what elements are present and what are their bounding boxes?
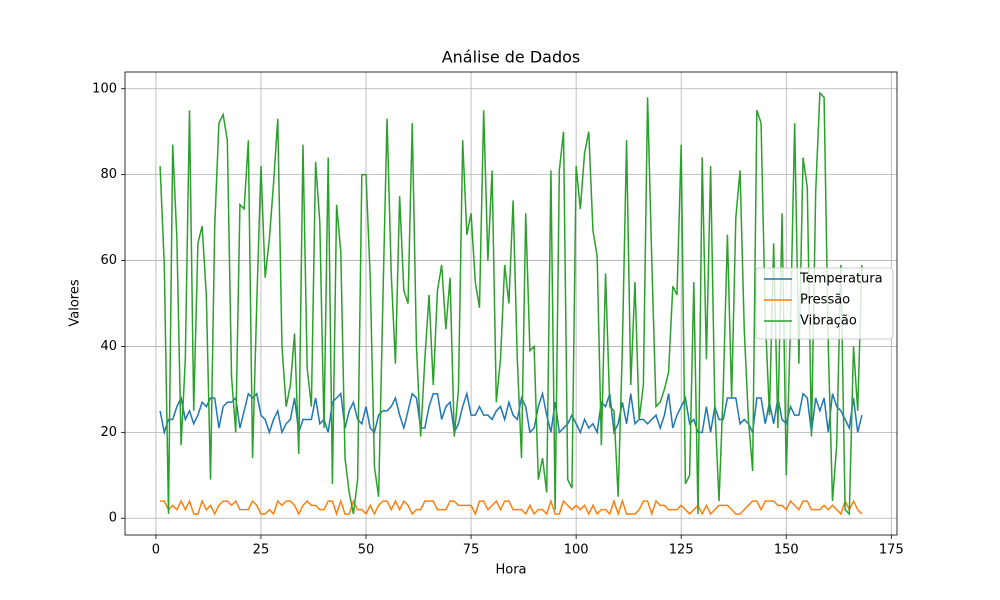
y-tick-label: 20 <box>100 425 117 440</box>
y-tick-label: 60 <box>100 253 117 268</box>
series-line <box>160 498 863 517</box>
x-tick-label: 25 <box>253 543 270 558</box>
x-tick-label: 75 <box>463 543 480 558</box>
x-tick-label: 0 <box>152 543 160 558</box>
legend: Temperatura Pressão Vibração <box>755 267 894 340</box>
legend-label: Pressão <box>800 293 850 308</box>
y-tick-label: 80 <box>100 167 117 182</box>
y-tick-label: 0 <box>109 511 117 526</box>
x-tick-label: 50 <box>358 543 375 558</box>
x-tick-label: 100 <box>564 543 589 558</box>
y-axis-label: Valores <box>68 279 83 326</box>
plot-frame <box>124 71 898 536</box>
legend-label: Vibração <box>800 314 857 329</box>
x-tick-label: 125 <box>669 543 694 558</box>
y-tick-label: 100 <box>92 81 117 96</box>
axes: 0 25 50 75 100 125 150 175 0 20 40 60 80 100 <box>92 81 904 557</box>
legend-label: Temperatura <box>799 272 883 287</box>
y-tick-label: 40 <box>100 339 117 354</box>
chart-title: Análise de Dados <box>442 48 581 67</box>
plot-lines <box>159 91 863 517</box>
grid <box>125 72 897 535</box>
series-line <box>159 390 863 436</box>
series-line <box>159 91 863 516</box>
x-axis-label: Hora <box>495 563 526 578</box>
x-tick-label: 175 <box>879 543 904 558</box>
x-tick-label: 150 <box>774 543 799 558</box>
